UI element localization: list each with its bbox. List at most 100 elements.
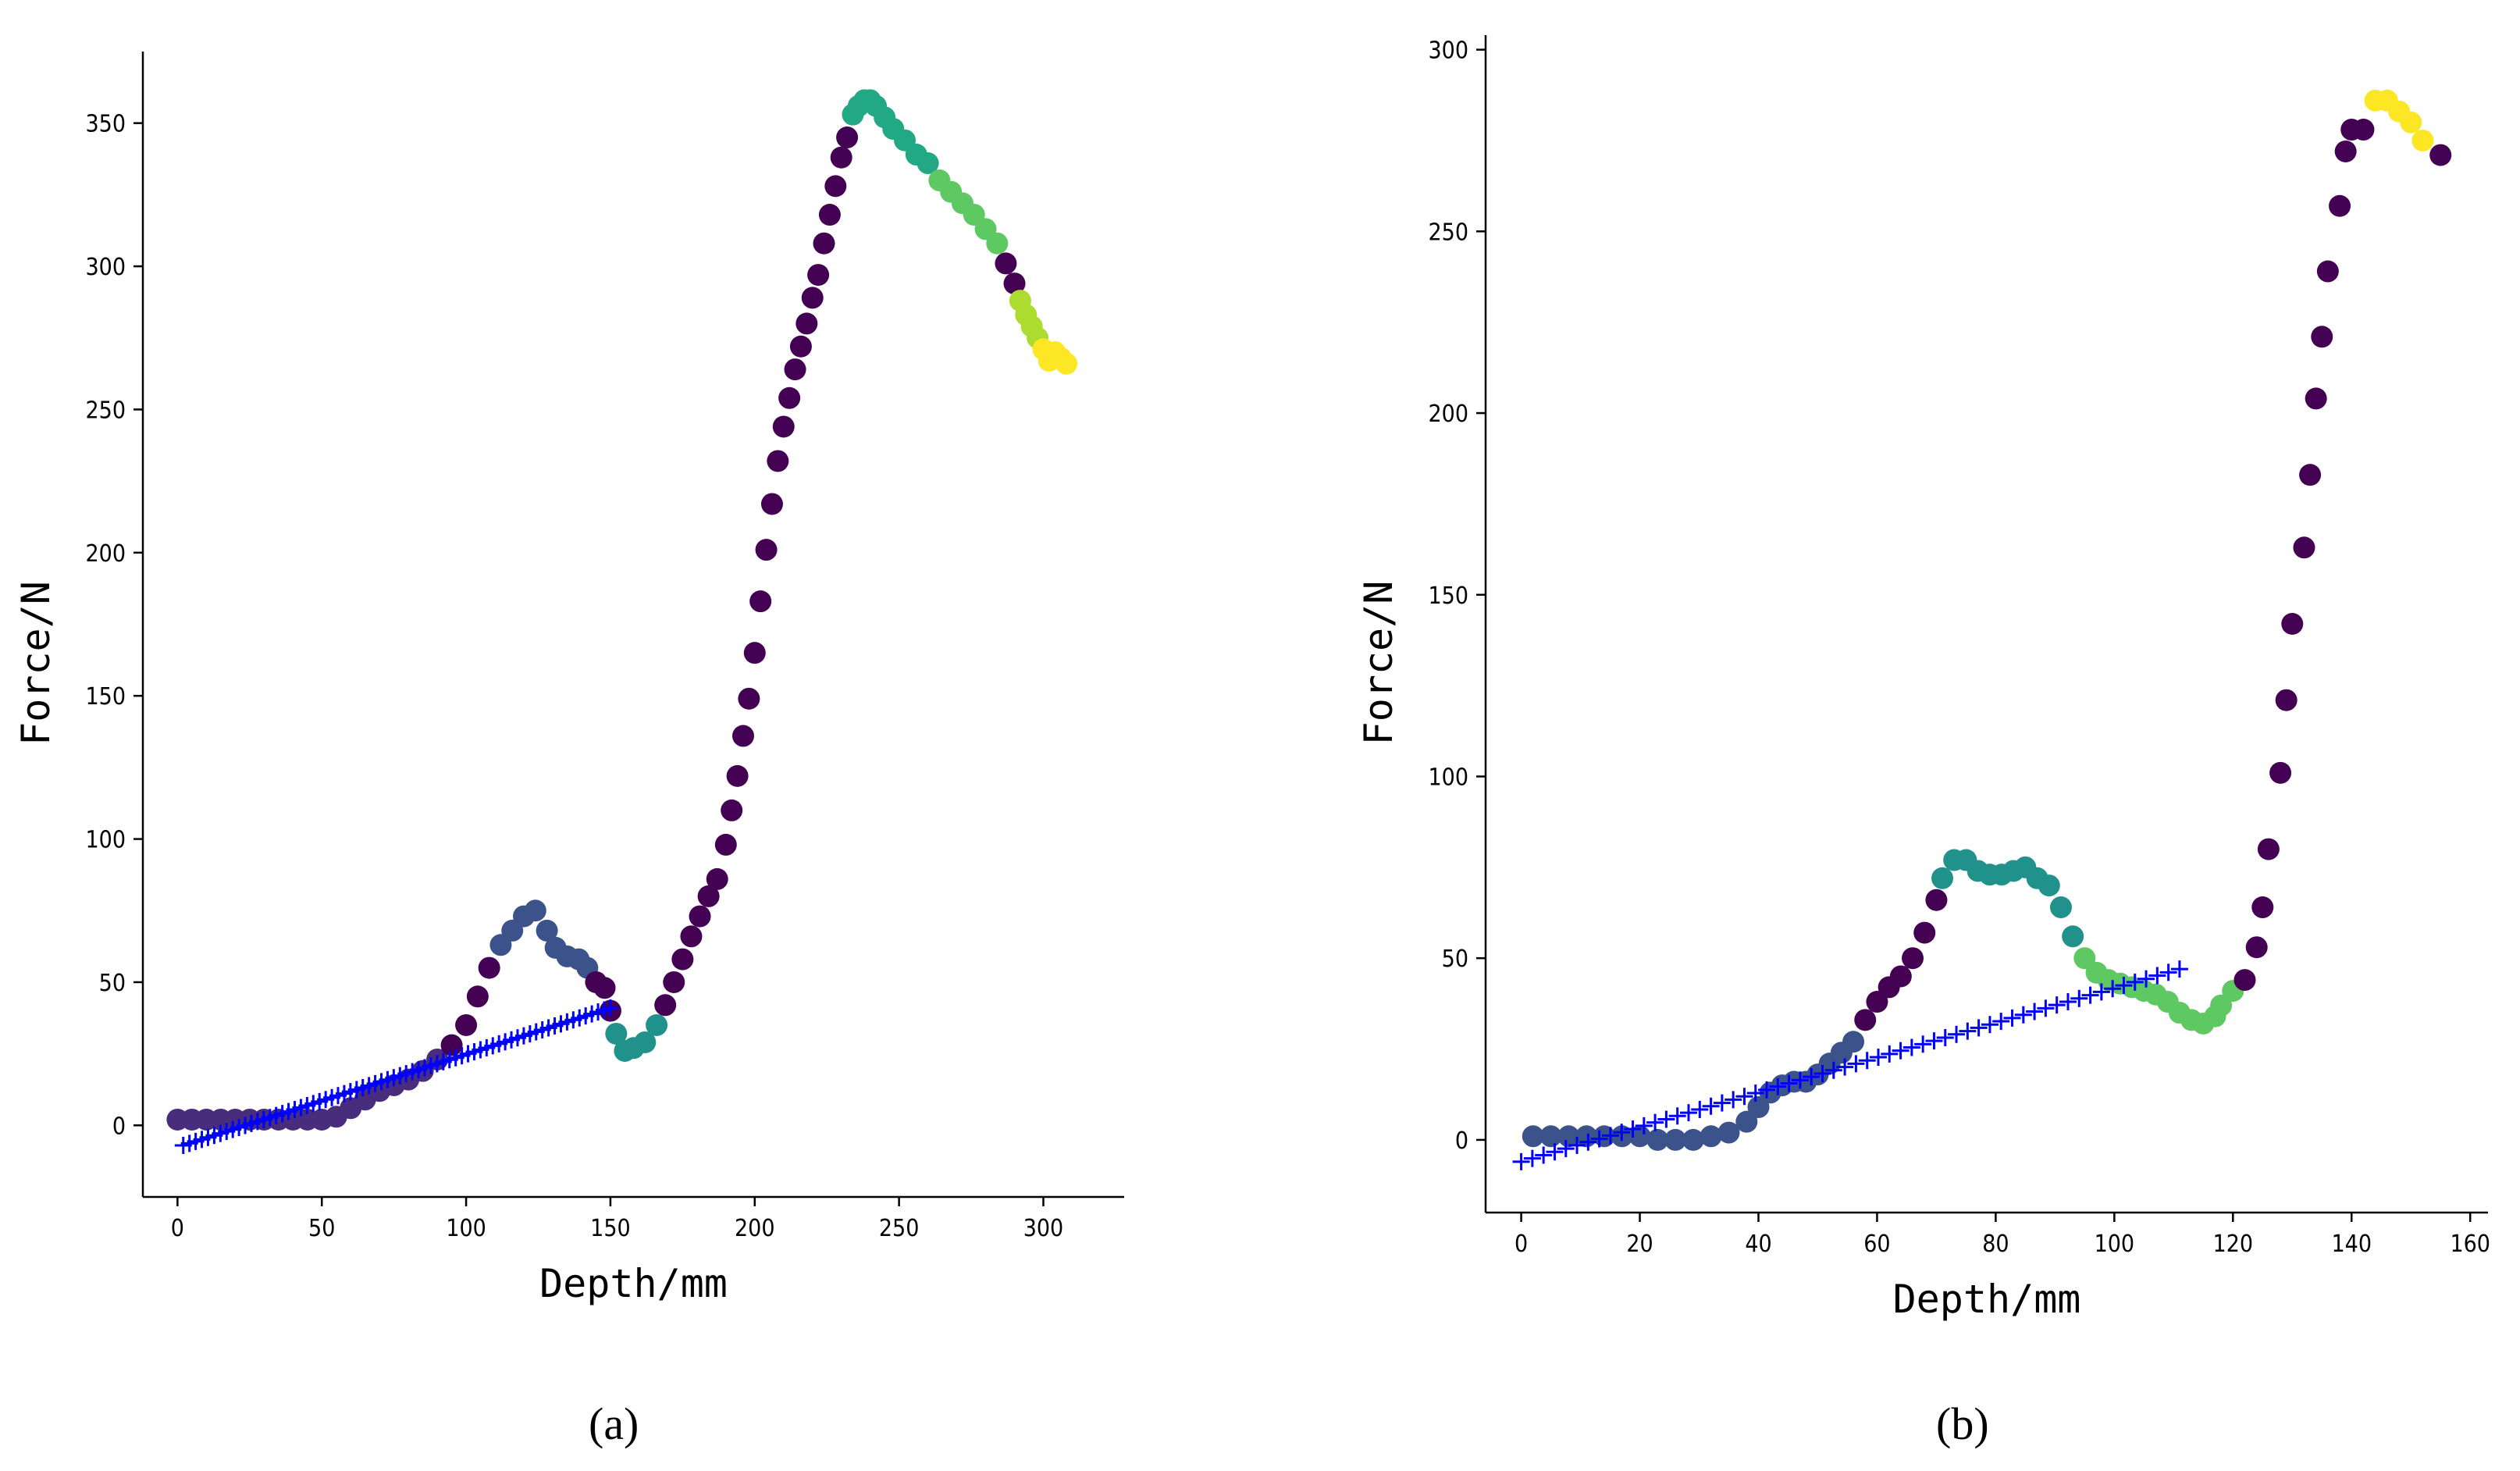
data-point	[689, 905, 711, 928]
data-point	[738, 687, 760, 710]
data-point	[2305, 387, 2327, 410]
data-point	[1003, 272, 1026, 295]
data-point	[721, 799, 743, 821]
fit-marker	[2037, 999, 2055, 1017]
data-point	[536, 919, 558, 942]
fit-marker	[1803, 1068, 1821, 1086]
fit-marker	[1590, 1130, 1608, 1148]
x-axis-title: Depth/mm	[1893, 1277, 2081, 1322]
fit-marker	[2048, 996, 2066, 1014]
fit-marker	[1780, 1074, 1798, 1092]
panel-caption-b: (b)	[1936, 1398, 1989, 1449]
data-point	[697, 885, 720, 907]
fit-marker	[1948, 1025, 1966, 1043]
fit-marker	[2159, 963, 2177, 981]
data-point	[796, 312, 818, 335]
data-point	[2062, 925, 2084, 948]
x-tick-label: 60	[1863, 1231, 1890, 1258]
fit-marker	[1970, 1019, 1988, 1037]
data-point	[1854, 1009, 1877, 1031]
fit-marker	[1925, 1032, 1943, 1050]
y-tick-label: 50	[99, 970, 126, 997]
x-tick-label: 100	[446, 1215, 486, 1242]
fit-marker	[1557, 1140, 1575, 1158]
data-point	[778, 386, 801, 409]
fit-marker	[1914, 1035, 1932, 1053]
fit-marker	[1613, 1124, 1631, 1142]
fit-marker	[1746, 1085, 1764, 1102]
y-axis-title: Force/N	[1356, 581, 1401, 746]
data-point	[789, 335, 812, 358]
data-point	[455, 1013, 478, 1036]
x-axis-title: Depth/mm	[539, 1261, 728, 1306]
data-point	[772, 415, 795, 438]
fit-marker	[1702, 1097, 1720, 1115]
fit-marker	[1758, 1081, 1776, 1099]
data-point	[1902, 947, 1924, 970]
y-tick-label: 100	[1428, 764, 1468, 791]
data-point	[2352, 119, 2375, 141]
fit-marker	[1869, 1049, 1887, 1067]
data-point	[755, 539, 778, 561]
y-tick-label: 350	[85, 111, 126, 138]
data-point	[605, 1022, 628, 1045]
data-point	[2329, 194, 2351, 217]
y-tick-label: 0	[112, 1113, 126, 1140]
fit-marker	[1579, 1133, 1597, 1151]
fit-marker	[1512, 1152, 1530, 1170]
data-point	[1700, 1125, 1722, 1148]
x-tick-label: 50	[308, 1215, 335, 1242]
fit-marker	[1992, 1013, 2010, 1031]
data-point	[466, 985, 489, 1008]
data-point	[680, 925, 703, 948]
data-point	[2245, 936, 2268, 959]
data-point	[2269, 761, 2292, 784]
data-point	[807, 264, 830, 287]
data-point	[440, 1034, 463, 1056]
y-tick-label: 150	[1428, 582, 1468, 610]
data-point	[1557, 1125, 1580, 1148]
data-point	[1931, 867, 1954, 889]
x-tick-label: 0	[1514, 1231, 1528, 1258]
fit-marker	[1769, 1077, 1787, 1095]
x-tick-label: 250	[879, 1215, 920, 1242]
data-point	[836, 126, 859, 149]
data-point	[818, 204, 841, 226]
fit-marker	[1691, 1100, 1709, 1118]
y-tick-label: 0	[1455, 1127, 1468, 1155]
fit-marker	[2014, 1006, 2032, 1024]
fit-marker	[1546, 1143, 1564, 1161]
y-tick-label: 250	[1428, 219, 1468, 246]
x-tick-label: 20	[1626, 1231, 1653, 1258]
data-point	[478, 956, 500, 979]
data-point	[2210, 994, 2233, 1017]
data-point	[2400, 111, 2422, 134]
data-point	[1646, 1128, 1669, 1151]
fit-marker	[1936, 1028, 1954, 1046]
fit-marker	[2092, 983, 2110, 1001]
fit-marker	[1892, 1042, 1910, 1060]
data-point	[2311, 326, 2333, 348]
x-tick-label: 160	[2450, 1231, 2490, 1258]
data-point	[1889, 965, 1912, 988]
data-point	[1664, 1128, 1687, 1151]
y-tick-label: 150	[85, 683, 126, 711]
data-point	[1866, 991, 1888, 1013]
data-point	[2275, 689, 2298, 711]
data-point	[2233, 969, 2256, 992]
fit-marker	[2070, 989, 2088, 1007]
data-point	[830, 146, 852, 169]
data-point	[1925, 889, 1948, 911]
y-tick-label: 300	[1428, 37, 1468, 65]
fit-marker	[601, 999, 619, 1017]
fit-marker	[1679, 1104, 1697, 1122]
data-point	[2411, 129, 2434, 151]
y-tick-label: 100	[85, 827, 126, 854]
data-point	[1717, 1121, 1740, 1144]
fit-marker	[2059, 992, 2077, 1010]
fit-marker	[2081, 986, 2099, 1004]
data-point	[2334, 140, 2357, 162]
data-point	[2299, 464, 2322, 486]
fit-marker	[2148, 967, 2166, 985]
